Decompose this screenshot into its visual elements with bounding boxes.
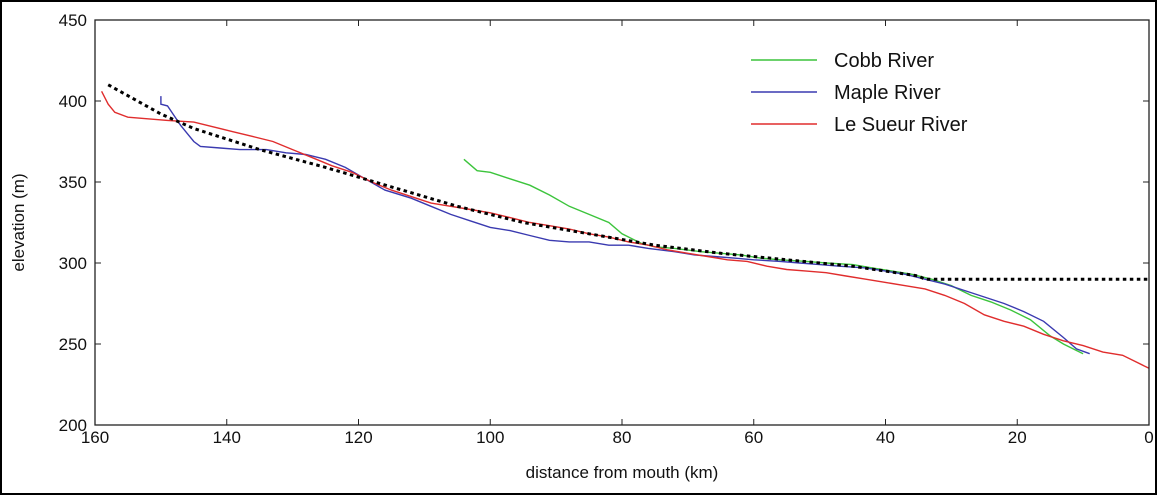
x-axis-label: distance from mouth (km) [526,463,719,482]
x-tick-label: 80 [613,428,632,447]
y-tick-label: 350 [59,173,87,192]
x-tick-label: 40 [876,428,895,447]
x-tick-label: 120 [344,428,372,447]
series-line-cobb-river [463,158,1084,355]
legend-label-le-sueur-river: Le Sueur River [834,114,968,136]
y-axis-label: elevation (m) [9,173,28,271]
trend-line-dotted [107,83,1149,281]
series-line-le-sueur-river [100,90,1150,369]
x-tick-label: 60 [744,428,763,447]
x-tick-label: 160 [81,428,109,447]
y-tick-label: 400 [59,92,87,111]
plot-area-border [94,19,1150,426]
y-tick-label: 200 [59,416,87,435]
legend-label-maple-river: Maple River [834,82,941,104]
x-tick-label: 140 [213,428,241,447]
y-tick-label: 250 [59,335,87,354]
series-line-maple-river [160,96,1090,355]
x-tick-label: 100 [476,428,504,447]
x-tick-label: 0 [1144,428,1153,447]
legend: Cobb River Maple River Le Sueur River [751,50,968,136]
legend-label-cobb-river: Cobb River [834,50,934,72]
x-tick-label: 20 [1008,428,1027,447]
y-tick-label: 300 [59,254,87,273]
y-tick-label: 450 [59,11,87,30]
